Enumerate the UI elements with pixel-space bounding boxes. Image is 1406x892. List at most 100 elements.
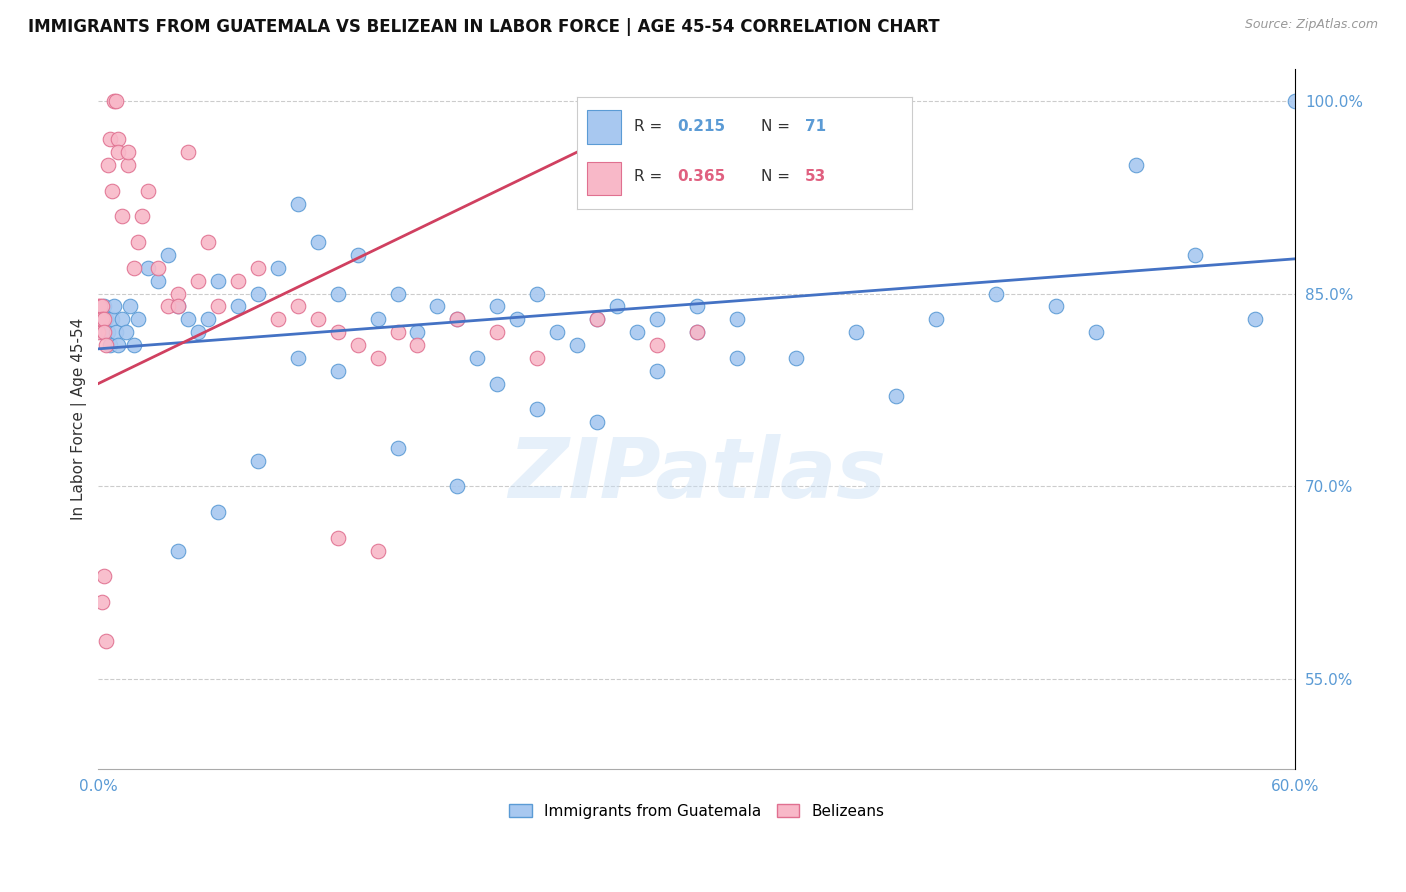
Point bbox=[526, 286, 548, 301]
Point bbox=[645, 364, 668, 378]
Point bbox=[87, 299, 110, 313]
Point bbox=[103, 94, 125, 108]
Point bbox=[91, 325, 114, 339]
Point bbox=[89, 299, 111, 313]
Point bbox=[136, 184, 159, 198]
Point bbox=[167, 543, 190, 558]
Point bbox=[446, 312, 468, 326]
Point bbox=[387, 286, 409, 301]
Point bbox=[467, 351, 489, 365]
Point bbox=[187, 274, 209, 288]
Point bbox=[226, 274, 249, 288]
Legend: Immigrants from Guatemala, Belizeans: Immigrants from Guatemala, Belizeans bbox=[503, 797, 891, 825]
Point bbox=[367, 543, 389, 558]
Point bbox=[107, 145, 129, 160]
Point bbox=[111, 210, 134, 224]
Point bbox=[426, 299, 449, 313]
Point bbox=[93, 312, 115, 326]
Point bbox=[89, 312, 111, 326]
Point bbox=[197, 235, 219, 249]
Point bbox=[406, 325, 429, 339]
Point bbox=[246, 260, 269, 275]
Point bbox=[157, 299, 180, 313]
Point bbox=[93, 569, 115, 583]
Point bbox=[117, 145, 139, 160]
Point bbox=[136, 260, 159, 275]
Point bbox=[97, 325, 120, 339]
Point bbox=[207, 299, 229, 313]
Point bbox=[177, 312, 200, 326]
Point bbox=[167, 299, 190, 313]
Point bbox=[686, 325, 709, 339]
Point bbox=[87, 312, 110, 326]
Text: Source: ZipAtlas.com: Source: ZipAtlas.com bbox=[1244, 18, 1378, 31]
Point bbox=[486, 376, 509, 391]
Text: IMMIGRANTS FROM GUATEMALA VS BELIZEAN IN LABOR FORCE | AGE 45-54 CORRELATION CHA: IMMIGRANTS FROM GUATEMALA VS BELIZEAN IN… bbox=[28, 18, 939, 36]
Point bbox=[326, 325, 349, 339]
Point bbox=[1045, 299, 1067, 313]
Point bbox=[131, 210, 153, 224]
Point bbox=[326, 364, 349, 378]
Point bbox=[105, 325, 128, 339]
Point bbox=[446, 479, 468, 493]
Point bbox=[1125, 158, 1147, 172]
Point bbox=[187, 325, 209, 339]
Point bbox=[101, 312, 124, 326]
Point bbox=[122, 260, 145, 275]
Point bbox=[103, 299, 125, 313]
Point bbox=[586, 415, 609, 429]
Point bbox=[1244, 312, 1267, 326]
Point bbox=[177, 145, 200, 160]
Point bbox=[107, 132, 129, 146]
Point bbox=[287, 351, 309, 365]
Point bbox=[93, 299, 115, 313]
Point bbox=[207, 274, 229, 288]
Point bbox=[148, 260, 170, 275]
Point bbox=[97, 158, 120, 172]
Point bbox=[96, 633, 118, 648]
Point bbox=[167, 299, 190, 313]
Point bbox=[115, 325, 138, 339]
Point bbox=[101, 184, 124, 198]
Point bbox=[91, 312, 114, 326]
Point bbox=[326, 286, 349, 301]
Point bbox=[346, 338, 368, 352]
Point bbox=[1184, 248, 1206, 262]
Point bbox=[506, 312, 529, 326]
Point bbox=[93, 325, 115, 339]
Point bbox=[197, 312, 219, 326]
Point bbox=[645, 338, 668, 352]
Y-axis label: In Labor Force | Age 45-54: In Labor Force | Age 45-54 bbox=[72, 318, 87, 520]
Point bbox=[246, 453, 269, 467]
Point bbox=[91, 299, 114, 313]
Point bbox=[686, 325, 709, 339]
Point bbox=[546, 325, 568, 339]
Point bbox=[98, 338, 121, 352]
Point bbox=[526, 402, 548, 417]
Point bbox=[367, 312, 389, 326]
Point bbox=[984, 286, 1007, 301]
Point bbox=[586, 312, 609, 326]
Point bbox=[387, 325, 409, 339]
Point bbox=[127, 312, 149, 326]
Point bbox=[127, 235, 149, 249]
Point bbox=[1084, 325, 1107, 339]
Point bbox=[107, 338, 129, 352]
Point bbox=[98, 132, 121, 146]
Point bbox=[148, 274, 170, 288]
Point bbox=[725, 312, 748, 326]
Point bbox=[122, 338, 145, 352]
Point bbox=[267, 260, 290, 275]
Point bbox=[226, 299, 249, 313]
Point bbox=[167, 286, 190, 301]
Point bbox=[446, 312, 468, 326]
Point bbox=[406, 338, 429, 352]
Point bbox=[785, 351, 807, 365]
Point bbox=[1284, 94, 1306, 108]
Point bbox=[486, 299, 509, 313]
Point bbox=[626, 325, 648, 339]
Point bbox=[120, 299, 142, 313]
Point bbox=[326, 531, 349, 545]
Point bbox=[526, 351, 548, 365]
Point bbox=[845, 325, 868, 339]
